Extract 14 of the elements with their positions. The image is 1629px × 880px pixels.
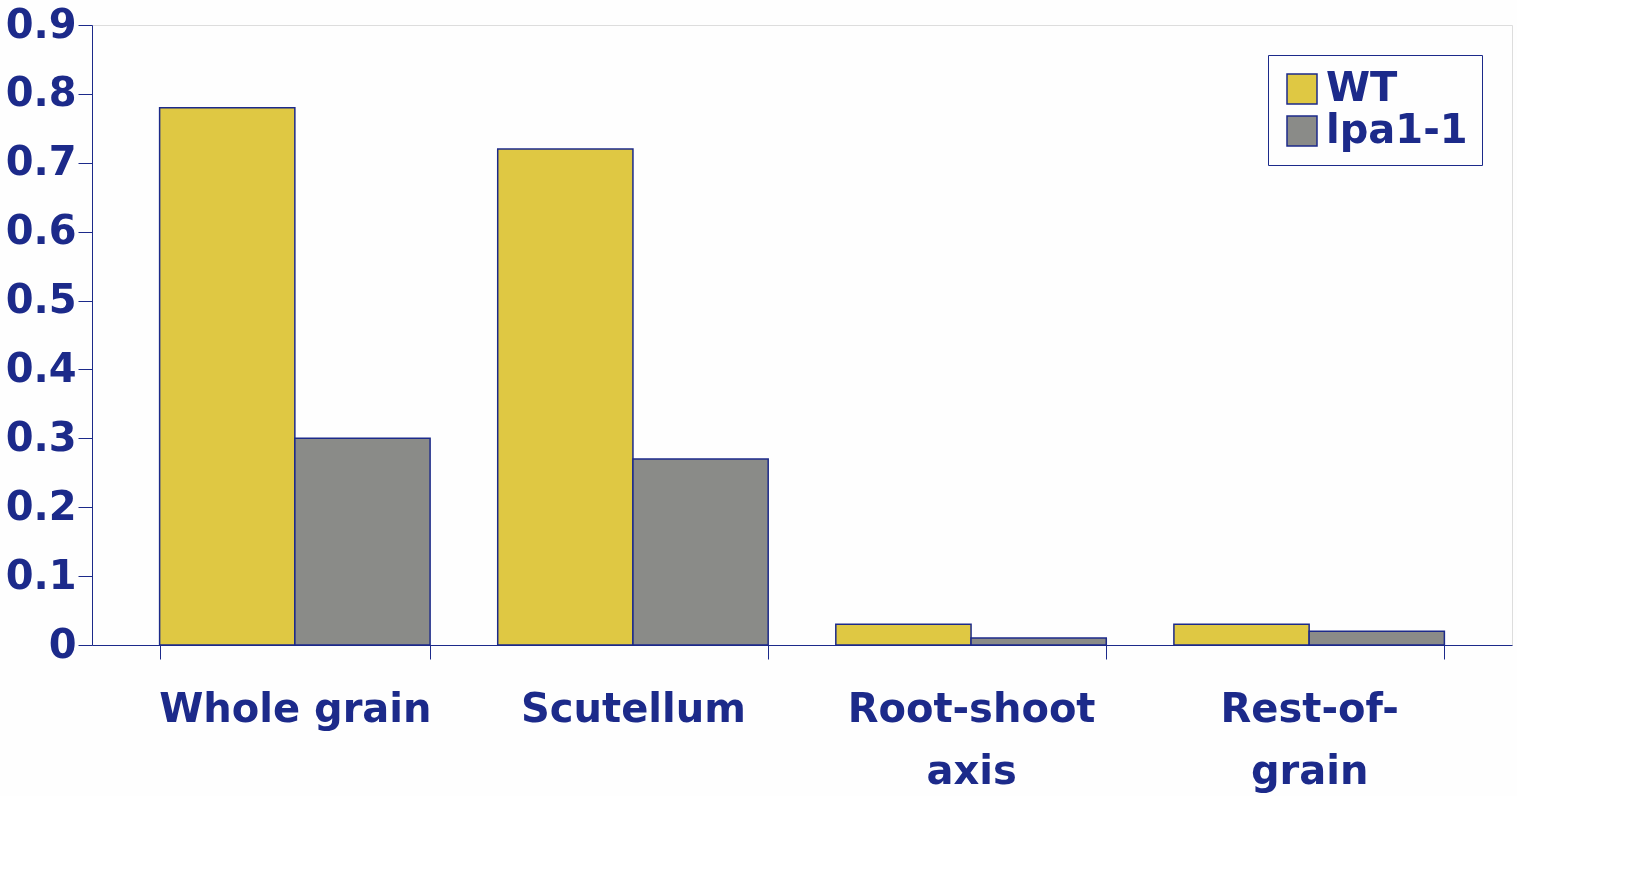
y-tick-label: 0.4: [5, 344, 77, 391]
x-tick-label: Rest-of-grain: [1220, 684, 1399, 793]
y-tick-label: 0.1: [5, 551, 77, 598]
x-tick-label: Root-shoot axis: [847, 684, 1096, 793]
y-tick-label: 0.8: [5, 69, 77, 116]
x-tick-label: Scutellum: [521, 684, 746, 731]
y-tick-label: 0.2: [5, 482, 77, 529]
y-tick-label: 0.5: [5, 276, 77, 323]
y-tick-label: 0.6: [5, 207, 77, 254]
x-tick-label: Whole grain: [159, 684, 432, 731]
y-tick-label: 0.7: [5, 138, 77, 185]
y-tick-label: 0: [48, 620, 77, 667]
y-tick-label: 0.3: [5, 413, 77, 460]
y-tick-label: 0.9: [5, 0, 77, 47]
